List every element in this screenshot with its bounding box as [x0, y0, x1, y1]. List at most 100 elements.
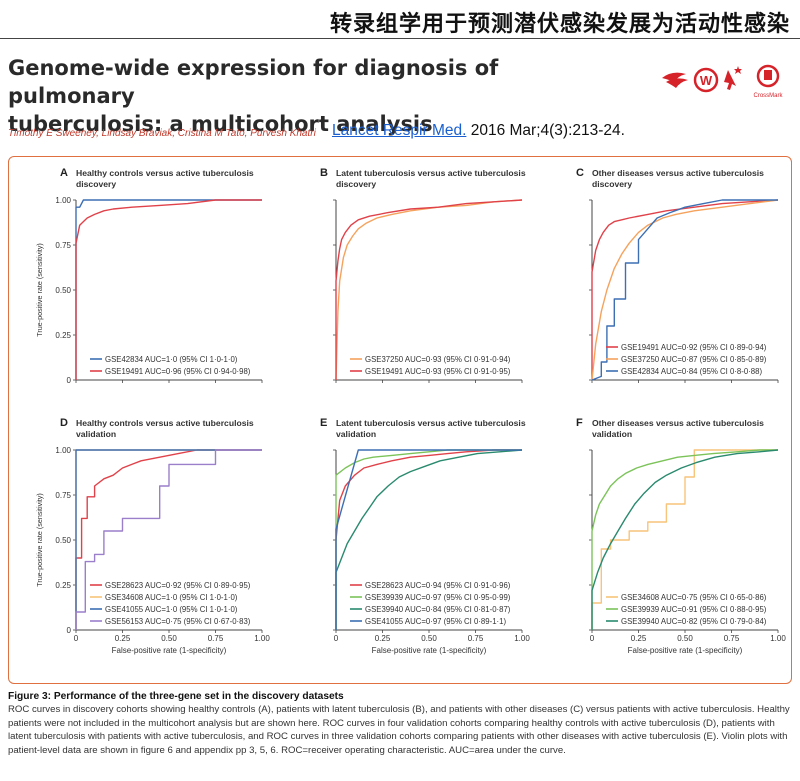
roc-curve [335, 449, 523, 630]
roc-curve [335, 199, 523, 380]
roc-curve [591, 449, 778, 630]
x-tick-label: 0.75 [724, 634, 740, 643]
roc-curve [335, 199, 523, 381]
x-axis-label: False-positive rate (1-specificity) [628, 646, 743, 655]
y-tick-label: 0 [67, 376, 72, 385]
paper-title-line1: Genome-wide expression for diagnosis of … [8, 56, 499, 108]
legend-label: GSE42834 AUC=1·0 (95% CI 1·0-1·0) [105, 355, 238, 364]
panel-title-line1: Latent tuberculosis versus active tuberc… [336, 168, 526, 178]
x-tick-label: 0.25 [375, 634, 391, 643]
roc-panel-e: E Latent tuberculosis versus active tuber… [320, 417, 530, 655]
panel-title-line2: validation [592, 429, 632, 439]
x-tick-label: 0 [334, 634, 339, 643]
journal-link[interactable]: Lancet Respir Med. [332, 122, 467, 139]
roc-curve [335, 449, 522, 630]
panel-letter: D [60, 417, 68, 429]
y-axis-label: True-positive rate (sensitivity) [35, 493, 44, 587]
figure-caption: Figure 3: Performance of the three-gene … [8, 690, 792, 757]
y-tick-label: 1.00 [55, 446, 71, 455]
roc-curve [75, 199, 262, 380]
paper-title-line2: tuberculosis: a multicohort analysis [8, 112, 433, 136]
y-tick-label: 0.50 [55, 536, 71, 545]
y-tick-label: 0 [67, 626, 72, 635]
citation: Lancet Respir Med. 2016 Mar;4(3):213-24. [332, 122, 625, 140]
panel-letter: C [576, 167, 584, 179]
roc-curve [591, 199, 779, 380]
crossmark-label: CrossMark [753, 93, 783, 99]
roc-curve [335, 449, 522, 630]
x-axis-label: False-positive rate (1-specificity) [372, 646, 487, 655]
x-tick-label: 1.00 [770, 634, 786, 643]
legend-label: GSE19491 AUC=0·93 (95% CI 0·91-0·95) [365, 367, 511, 376]
y-tick-label: 0.25 [55, 331, 71, 340]
caption-title: Figure 3: Performance of the three-gene … [8, 691, 344, 702]
x-tick-label: 0.75 [208, 634, 224, 643]
panel-title-line2: discovery [336, 179, 376, 189]
legend-label: GSE39940 AUC=0·82 (95% CI 0·79-0·84) [621, 617, 767, 626]
roc-curve [75, 449, 262, 630]
paper-title: Genome-wide expression for diagnosis of … [8, 54, 608, 138]
y-tick-label: 0.75 [55, 241, 71, 250]
roc-curve [335, 449, 522, 630]
panel-title-line1: Healthy controls versus active tuberculo… [76, 418, 254, 428]
y-tick-label: 0.50 [55, 286, 71, 295]
panel-title-line1: Latent tuberculosis versus active tuberc… [336, 418, 526, 428]
roc-curve [591, 449, 779, 630]
caption-body: ROC curves in discovery cohorts showing … [8, 704, 790, 756]
panel-title-line2: discovery [592, 179, 632, 189]
roc-curve [591, 199, 779, 381]
x-tick-label: 0 [74, 634, 79, 643]
legend-label: GSE34608 AUC=1·0 (95% CI 1·0-1·0) [105, 593, 238, 602]
legend-label: GSE39939 AUC=0·91 (95% CI 0·88-0·95) [621, 605, 767, 614]
roc-curve [75, 449, 262, 630]
svg-text:W: W [700, 73, 713, 88]
panel-letter: F [576, 417, 583, 429]
panel-letter: A [60, 167, 68, 179]
citation-details: 2016 Mar;4(3):213-24. [466, 122, 625, 139]
legend-label: GSE41055 AUC=1·0 (95% CI 1·0-1·0) [105, 605, 238, 614]
roc-panel-d: D Healthy controls versus active tubercul… [35, 417, 270, 655]
panel-title-line2: discovery [76, 179, 116, 189]
legend-label: GSE41055 AUC=0·97 (95% CI 0·89-1·1) [365, 617, 506, 626]
x-axis-label: False-positive rate (1-specificity) [112, 646, 227, 655]
x-tick-label: 0 [590, 634, 595, 643]
legend-label: GSE34608 AUC=0·75 (95% CI 0·65-0·86) [621, 593, 767, 602]
web-icon[interactable]: W [693, 67, 719, 93]
roc-curve [75, 449, 262, 630]
x-tick-label: 0.50 [161, 634, 177, 643]
cursor-star-icon[interactable] [724, 66, 742, 90]
y-axis-label: True-positive rate (sensitivity) [35, 243, 44, 337]
roc-panel-b: B Latent tuberculosis versus active tuber… [320, 167, 526, 383]
panel-title-line2: validation [336, 429, 376, 439]
panel-letter: B [320, 167, 328, 179]
y-tick-label: 0.75 [55, 491, 71, 500]
roc-curve [75, 199, 262, 380]
lancet-logo-icon [662, 72, 688, 88]
x-tick-label: 0.50 [677, 634, 693, 643]
panel-title-line1: Healthy controls versus active tuberculo… [76, 168, 254, 178]
legend-label: GSE37250 AUC=0·87 (95% CI 0·85-0·89) [621, 355, 767, 364]
x-tick-label: 1.00 [254, 634, 270, 643]
panel-title-line1: Other diseases versus active tuberculosi… [592, 168, 764, 178]
x-tick-label: 0.25 [115, 634, 131, 643]
banner-divider [0, 38, 800, 39]
y-tick-label: 1.00 [55, 196, 71, 205]
legend-label: GSE37250 AUC=0·93 (95% CI 0·91-0·94) [365, 355, 511, 364]
legend-label: GSE28623 AUC=0·92 (95% CI 0·89-0·95) [105, 581, 251, 590]
crossmark-icon[interactable]: CrossMark [753, 64, 783, 99]
journal-logos: W CrossMark [662, 64, 783, 99]
legend-label: GSE42834 AUC=0·84 (95% CI 0·8-0·88) [621, 367, 762, 376]
roc-panel-a: A Healthy controls versus active tubercul… [35, 167, 263, 385]
panel-title-line2: validation [76, 429, 116, 439]
y-tick-label: 0.25 [55, 581, 71, 590]
legend-label: GSE28623 AUC=0·94 (95% CI 0·91-0·96) [365, 581, 511, 590]
roc-curve [591, 449, 778, 630]
legend-label: GSE56153 AUC=0·75 (95% CI 0·67-0·83) [105, 617, 251, 626]
roc-panel-f: F Other diseases versus active tuberculos… [576, 417, 786, 655]
x-tick-label: 0.25 [631, 634, 647, 643]
legend-label: GSE39939 AUC=0·97 (95% CI 0·95-0·99) [365, 593, 511, 602]
panel-letter: E [320, 417, 327, 429]
roc-panel-c: C Other diseases versus active tuberculos… [576, 167, 779, 383]
x-tick-label: 0.50 [421, 634, 437, 643]
banner-title: 转录组学用于预测潜伏感染发展为活动性感染 [329, 12, 790, 37]
